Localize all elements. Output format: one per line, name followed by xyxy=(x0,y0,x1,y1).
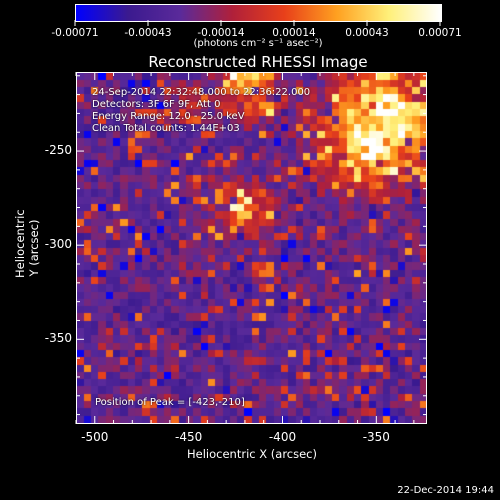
colorbar-tick-label: 0.00071 xyxy=(418,27,462,39)
y-tick-label: -300 xyxy=(44,237,72,252)
colorbar-tick-label: -0.00071 xyxy=(51,27,99,39)
annotation-energy-range: Energy Range: 12.0 - 25.0 keV xyxy=(92,111,245,122)
y-axis-label: Heliocentric Y (arcsec) xyxy=(13,209,41,278)
x-axis-label: Heliocentric X (arcsec) xyxy=(187,447,317,461)
colorbar-tick-label: 0.00043 xyxy=(345,27,389,39)
x-tick-label: -500 xyxy=(81,430,109,444)
x-tick-label: -350 xyxy=(362,430,390,444)
colorbar-tick-label: -0.00014 xyxy=(197,27,245,39)
x-tick-label: -450 xyxy=(174,430,203,444)
x-tick-label: -400 xyxy=(268,430,297,444)
plot-frame xyxy=(76,72,427,424)
colorbar-tick-label: -0.00043 xyxy=(124,27,172,39)
y-tick-label: -250 xyxy=(44,143,72,158)
annotation-detectors: Detectors: 3F 6F 9F, Att 0 xyxy=(92,99,221,110)
y-tick-label: -350 xyxy=(44,331,72,346)
units-label: (photons cm⁻² s⁻¹ asec⁻²) xyxy=(193,38,323,49)
annotation-total-counts: Clean Total counts: 1.44E+03 xyxy=(92,123,240,134)
chart-title: Reconstructed RHESSI Image xyxy=(148,53,368,71)
colorbar-ticks xyxy=(74,20,441,26)
footer-timestamp: 22-Dec-2014 19:44 xyxy=(397,485,494,496)
annotation-time-range: 24-Sep-2014 22:32:48.000 to 22:36:22.000 xyxy=(92,87,311,98)
peak-position-label: Position of Peak = [-423,-210] xyxy=(95,397,245,408)
colorbar xyxy=(75,4,442,22)
heatmap-image xyxy=(77,73,426,423)
colorbar-tick-label: 0.00014 xyxy=(272,27,316,39)
